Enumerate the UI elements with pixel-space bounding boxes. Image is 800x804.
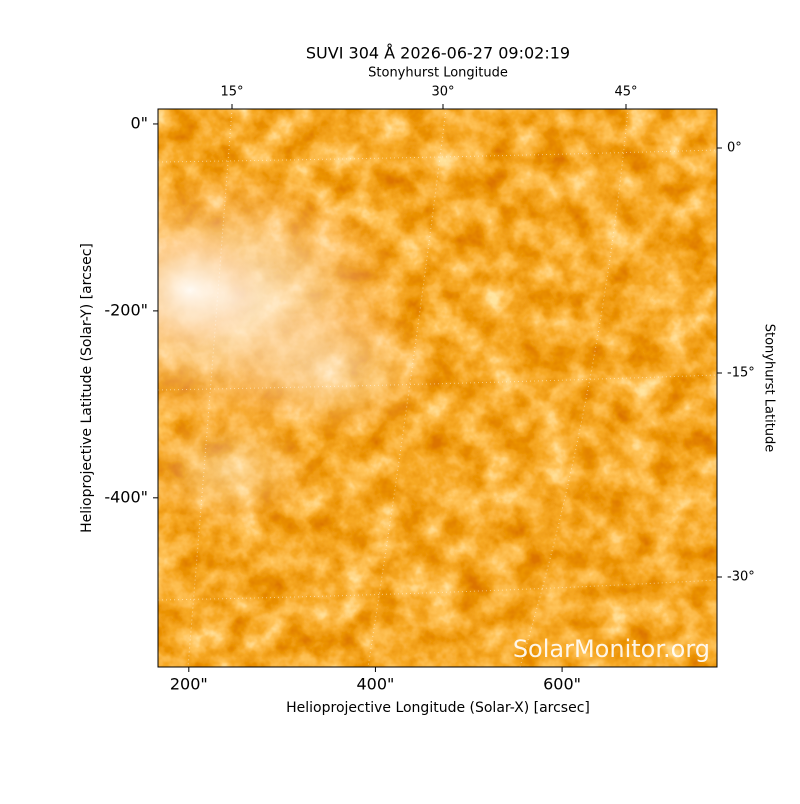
x2-tick-label: 30° [431,85,454,100]
x-tick-label: 400" [356,675,394,694]
chart-title: SUVI 304 Å 2026-06-27 09:02:19 [306,44,570,63]
y-tick-label: 0" [130,113,148,132]
y2-tick-label: 0° [727,141,742,156]
y2-tick-label: -30° [727,570,755,585]
x-tick-label: 200" [170,675,208,694]
x-tick-label: 600" [543,675,581,694]
y2-tick-label: -15° [727,366,755,381]
axes-frame [157,108,718,668]
y-label: Helioprojective Latitude (Solar-Y) [arcs… [79,243,95,533]
watermark: SolarMonitor.org [513,635,710,663]
x2-tick-label: 15° [220,85,243,100]
x2-label: Stonyhurst Longitude [368,66,508,81]
x-label: Helioprojective Longitude (Solar-X) [arc… [286,700,590,716]
y-tick-label: -400" [104,487,148,506]
y-tick-label: -200" [104,300,148,319]
y2-label: Stonyhurst Latitude [762,324,777,453]
x2-tick-label: 45° [614,85,637,100]
solar-image [158,109,717,667]
